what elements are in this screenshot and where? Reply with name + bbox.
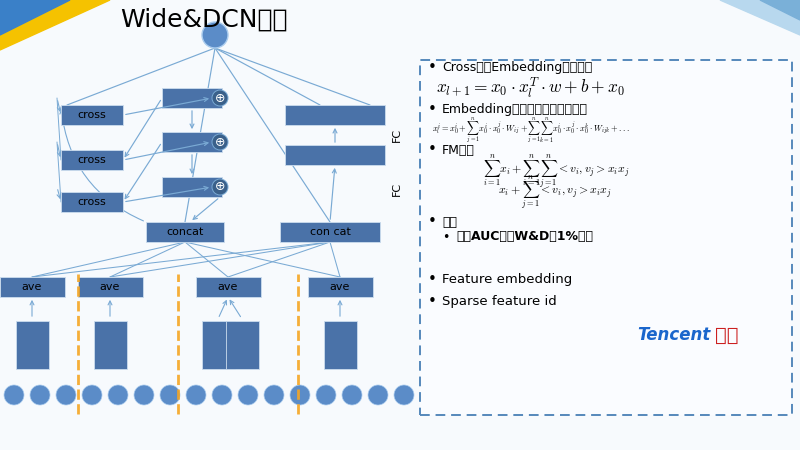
Text: $x_i + \sum_{j=1}^{n} < v_i, v_j > x_i x_j$: $x_i + \sum_{j=1}^{n} < v_i, v_j > x_i x…	[498, 174, 612, 212]
Circle shape	[264, 385, 284, 405]
Circle shape	[30, 385, 50, 405]
Text: ⊕: ⊕	[214, 135, 226, 148]
Text: •: •	[428, 103, 437, 117]
Circle shape	[290, 385, 310, 405]
Text: 腾讯: 腾讯	[715, 325, 738, 345]
FancyBboxPatch shape	[61, 150, 123, 170]
Text: ave: ave	[330, 282, 350, 292]
Circle shape	[342, 385, 362, 405]
Text: cross: cross	[78, 197, 106, 207]
FancyBboxPatch shape	[0, 277, 65, 297]
FancyBboxPatch shape	[61, 105, 123, 125]
FancyBboxPatch shape	[162, 132, 222, 152]
Text: 离线AUC相比W&D提1%以上: 离线AUC相比W&D提1%以上	[456, 230, 593, 243]
Text: •: •	[428, 273, 437, 288]
FancyBboxPatch shape	[280, 222, 380, 242]
Text: ⊕: ⊕	[214, 180, 226, 194]
Circle shape	[212, 179, 228, 195]
Text: FC: FC	[392, 128, 402, 142]
Polygon shape	[0, 0, 70, 35]
FancyBboxPatch shape	[146, 222, 224, 242]
FancyBboxPatch shape	[78, 277, 142, 297]
Text: •: •	[428, 294, 437, 310]
FancyBboxPatch shape	[162, 88, 222, 108]
Text: Cross层的Embedding操作函数: Cross层的Embedding操作函数	[442, 62, 592, 75]
Text: •: •	[428, 215, 437, 230]
Text: •: •	[442, 230, 450, 243]
FancyBboxPatch shape	[202, 321, 234, 369]
Text: Sparse feature id: Sparse feature id	[442, 296, 557, 309]
Text: Feature embedding: Feature embedding	[442, 274, 572, 287]
Text: cross: cross	[78, 155, 106, 165]
FancyBboxPatch shape	[323, 321, 357, 369]
FancyBboxPatch shape	[15, 321, 49, 369]
Circle shape	[56, 385, 76, 405]
Text: FC: FC	[392, 181, 402, 196]
Circle shape	[394, 385, 414, 405]
Text: cross: cross	[78, 110, 106, 120]
Text: ave: ave	[218, 282, 238, 292]
Circle shape	[108, 385, 128, 405]
Polygon shape	[720, 0, 800, 35]
Polygon shape	[0, 0, 110, 50]
Circle shape	[4, 385, 24, 405]
Circle shape	[212, 90, 228, 106]
Text: $x_{l+1} = x_0 \cdot x_l^T \cdot w + b + x_0$: $x_{l+1} = x_0 \cdot x_l^T \cdot w + b +…	[436, 76, 625, 100]
Circle shape	[186, 385, 206, 405]
Text: ⊕: ⊕	[214, 91, 226, 104]
Text: •: •	[428, 143, 437, 158]
Circle shape	[212, 385, 232, 405]
Circle shape	[212, 134, 228, 150]
FancyBboxPatch shape	[162, 177, 222, 197]
Text: 效果: 效果	[442, 216, 457, 229]
Text: •: •	[428, 60, 437, 76]
Text: Tencent: Tencent	[637, 326, 710, 344]
Text: $x_l^i = x_0^i + \sum_{j=1}^{n} x_0^i \cdot x_0^j \cdot W_{ij} + \sum_{j=1}^{n}\: $x_l^i = x_0^i + \sum_{j=1}^{n} x_0^i \c…	[432, 116, 630, 144]
Text: con cat: con cat	[310, 227, 350, 237]
FancyBboxPatch shape	[420, 60, 792, 415]
Text: ave: ave	[22, 282, 42, 292]
FancyBboxPatch shape	[285, 105, 385, 125]
Text: ave: ave	[100, 282, 120, 292]
Circle shape	[238, 385, 258, 405]
FancyBboxPatch shape	[226, 321, 258, 369]
Circle shape	[316, 385, 336, 405]
FancyBboxPatch shape	[94, 321, 126, 369]
Circle shape	[82, 385, 102, 405]
FancyBboxPatch shape	[195, 277, 261, 297]
FancyBboxPatch shape	[285, 145, 385, 165]
Polygon shape	[760, 0, 800, 20]
Text: Embedding每一个维度的操作函数: Embedding每一个维度的操作函数	[442, 104, 588, 117]
Circle shape	[134, 385, 154, 405]
Text: concat: concat	[166, 227, 204, 237]
Circle shape	[202, 22, 228, 48]
Circle shape	[368, 385, 388, 405]
Circle shape	[160, 385, 180, 405]
Text: FM模型: FM模型	[442, 144, 475, 157]
FancyBboxPatch shape	[307, 277, 373, 297]
Text: Wide&DCN模型: Wide&DCN模型	[120, 8, 287, 32]
FancyBboxPatch shape	[61, 192, 123, 212]
Text: $\sum_{i=1}^{n} x_i + \sum_{i=1}^{n}\sum_{j=1}^{n} < v_i, v_j > x_i x_j$: $\sum_{i=1}^{n} x_i + \sum_{i=1}^{n}\sum…	[483, 153, 630, 191]
